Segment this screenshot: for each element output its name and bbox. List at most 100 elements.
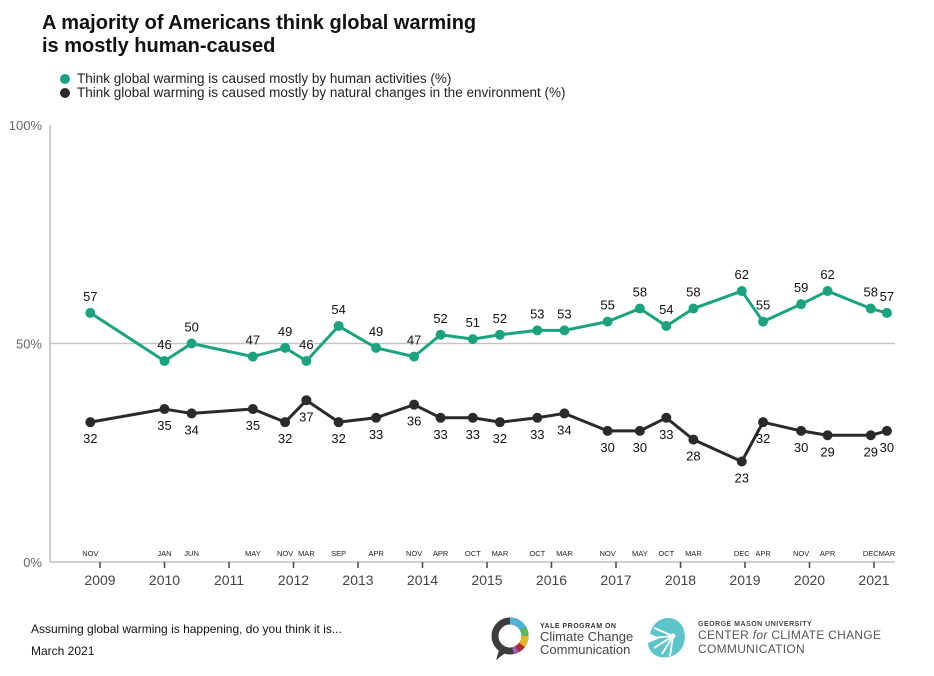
data-point [247,404,258,415]
gmu-climate-change-text: CLIMATE CHANGE [767,627,882,642]
month-label: OCT [465,549,481,558]
data-point [186,338,197,349]
x-tick-label: 2012 [278,572,309,588]
data-point [371,412,382,423]
data-label: 46 [299,337,313,352]
data-label: 59 [794,280,808,295]
data-label: 32 [756,431,770,446]
month-label: DEC [863,549,879,558]
gmu-logo: GEORGE MASON UNIVERSITY CENTER for CLIMA… [646,616,881,660]
y-tick-label: 0% [23,555,42,570]
gmu-logo-line-2: COMMUNICATION [698,641,806,656]
x-tick-label: 2017 [600,572,631,588]
data-label: 34 [557,422,571,437]
data-point [758,417,769,428]
month-label: MAR [685,549,702,558]
data-point [371,342,382,353]
data-point [494,329,505,340]
x-tick-label: 2020 [794,572,825,588]
data-label: 33 [433,427,447,442]
data-label: 34 [184,422,198,437]
data-label: 32 [278,431,292,446]
month-label: APR [820,549,836,558]
month-label: APR [433,549,449,558]
data-point [602,316,613,327]
data-label: 54 [331,302,345,317]
data-label: 33 [659,427,673,442]
month-label: MAR [492,549,509,558]
data-point [661,412,672,423]
data-label: 49 [369,324,383,339]
yale-logo-small-text: YALE PROGRAM ON [540,622,617,630]
data-label: 30 [600,440,614,455]
data-label: 52 [493,311,507,326]
x-tick-label: 2016 [536,572,567,588]
data-label: 57 [880,289,894,304]
data-point [159,404,170,415]
data-point [796,299,807,310]
yale-speech-bubble-icon [491,617,529,660]
x-tick-label: 2011 [214,572,244,588]
data-point [301,355,312,366]
x-tick-label: 2013 [342,572,373,588]
month-label: APR [755,549,771,558]
data-point [736,456,747,467]
data-point [634,425,645,436]
data-point [559,408,570,419]
month-label: OCT [529,549,545,558]
gmu-center-text: CENTER [698,627,753,642]
gmu-for-text: for [752,627,768,642]
series-line-human [89,289,888,363]
x-tick-label: 2010 [149,572,180,588]
data-point [280,342,291,353]
data-point [159,355,170,366]
data-label: 30 [794,440,808,455]
legend: Think global warming is caused mostly by… [60,72,566,100]
survey-date: March 2021 [31,644,95,658]
data-point [688,303,699,314]
data-point [822,430,833,441]
data-point [186,408,197,419]
data-label: 47 [407,333,421,348]
month-label: NOV [82,549,98,558]
data-point [822,286,833,297]
data-label: 57 [83,289,97,304]
data-point [333,417,344,428]
gmu-logo-line-1: CENTER for CLIMATE CHANGE [698,628,881,642]
month-label: JAN [157,549,171,558]
data-label: 29 [820,444,834,459]
data-label: 32 [493,431,507,446]
data-label: 52 [433,311,447,326]
data-point [467,334,478,345]
y-tick-label: 100% [9,118,43,133]
data-point [85,417,96,428]
data-point [602,425,613,436]
line-chart: 0% 50% 100% 2009 2010 2011 2012 2013 2014 2015 201… [9,118,896,588]
legend-item-human: Think global warming is caused mostly by… [60,72,566,86]
month-label: NOV [406,549,422,558]
data-label: 54 [659,302,673,317]
month-label: NOV [277,549,293,558]
x-tick-label: 2015 [471,572,502,588]
data-point [494,417,505,428]
month-label: MAR [879,549,896,558]
data-point [865,303,876,314]
data-label: 33 [369,427,383,442]
x-tick-label: 2021 [858,572,889,588]
data-label: 33 [530,427,544,442]
data-label: 58 [686,285,700,300]
legend-label-human: Think global warming is caused mostly by… [77,71,452,86]
data-point [634,303,645,314]
data-point [247,351,258,362]
x-tick-label: 2018 [665,572,696,588]
data-label: 46 [157,337,171,352]
data-label: 30 [633,440,647,455]
legend-dot-icon [60,74,70,84]
month-label: APR [368,549,384,558]
data-point [865,430,876,441]
data-point [409,351,420,362]
data-label: 50 [184,320,198,335]
data-label: 23 [735,470,749,485]
gmu-logo-small-text: GEORGE MASON UNIVERSITY [698,620,813,628]
data-label: 58 [633,285,647,300]
